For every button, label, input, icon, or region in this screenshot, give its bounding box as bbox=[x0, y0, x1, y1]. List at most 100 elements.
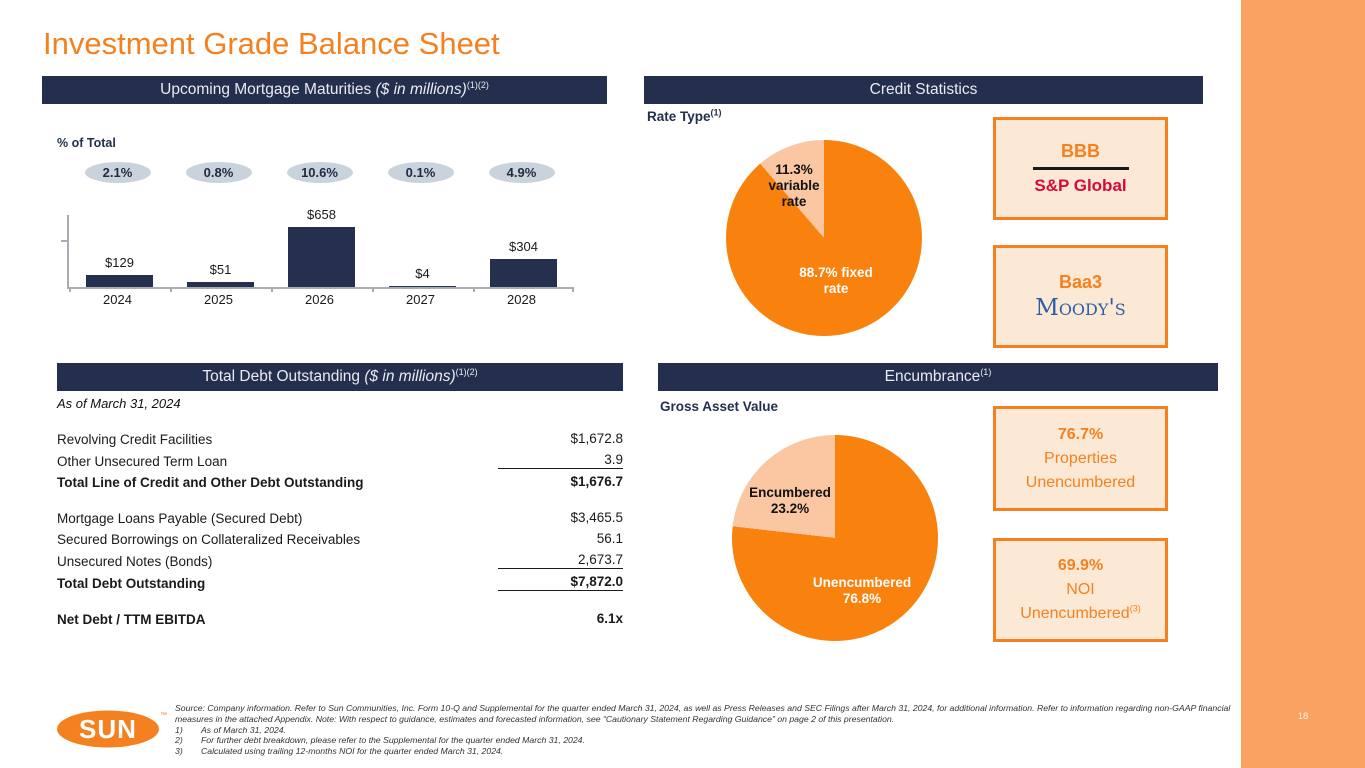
debt-row-label: Total Debt Outstanding bbox=[57, 575, 206, 591]
sp-global-logo: S&P Global bbox=[1034, 175, 1127, 195]
debt-row-value: 3.9 bbox=[498, 452, 623, 469]
maturity-bar bbox=[288, 227, 355, 287]
footnote-number: 2) bbox=[175, 735, 183, 746]
debt-table-row: Total Line of Credit and Other Debt Outs… bbox=[57, 471, 623, 492]
x-axis-tick bbox=[271, 287, 273, 292]
x-axis-tick bbox=[473, 287, 475, 292]
x-axis-year-label: 2025 bbox=[204, 292, 233, 307]
footnote-item: 3) Calculated using trailing 12-months NO… bbox=[175, 746, 1233, 757]
rate-type-label: Rate Type(1) bbox=[647, 107, 722, 124]
encumbrance-pie-chart: Encumbered 23.2% Unencumbered 76.8% bbox=[732, 435, 938, 641]
properties-unencumbered-line2: Properties bbox=[1044, 449, 1117, 467]
footnote-number: 3) bbox=[175, 746, 183, 757]
maturity-bar bbox=[86, 275, 153, 287]
pie-label-encumbered: Encumbered 23.2% bbox=[749, 485, 831, 516]
debt-table-row: Other Unsecured Term Loan 3.9 bbox=[57, 449, 623, 471]
debt-row-label: Net Debt / TTM EBITDA bbox=[57, 611, 206, 627]
page-number: 18 bbox=[1297, 711, 1309, 722]
debt-row-value: 56.1 bbox=[596, 530, 623, 546]
noi-unencumbered-line3: Unencumbered(3) bbox=[1020, 603, 1141, 622]
debt-row-value: 2,673.7 bbox=[498, 552, 623, 569]
debt-table-row: Net Debt / TTM EBITDA 6.1x bbox=[57, 608, 623, 629]
sp-divider-line bbox=[1032, 167, 1129, 170]
moodys-rating-box: Baa3 Moody's bbox=[993, 245, 1168, 348]
debt-table-row: Mortgage Loans Payable (Secured Debt) $3,… bbox=[57, 507, 623, 528]
encumbrance-footnote-marker: (1) bbox=[980, 366, 992, 377]
x-axis-year-label: 2028 bbox=[507, 292, 536, 307]
encumbrance-panel-header: Encumbrance(1) bbox=[658, 363, 1218, 391]
rate-type-pie-chart: 11.3% variable rate 88.7% fixed rate bbox=[726, 140, 922, 336]
pie-label-variable-rate: 11.3% variable rate bbox=[768, 162, 820, 209]
bar-value-label: $129 bbox=[105, 255, 134, 270]
pct-of-total-badge: 0.1% bbox=[387, 161, 454, 183]
as-of-date: As of March 31, 2024 bbox=[57, 396, 181, 411]
debt-row-label: Total Line of Credit and Other Debt Outs… bbox=[57, 474, 364, 490]
credit-statistics-panel-header: Credit Statistics bbox=[644, 76, 1203, 104]
x-axis-tick bbox=[69, 287, 71, 292]
x-axis-tick bbox=[572, 287, 574, 292]
debt-row-label: Other Unsecured Term Loan bbox=[57, 453, 228, 469]
pie-label-unencumbered: Unencumbered 76.8% bbox=[812, 575, 912, 606]
sidebar-accent-strip: 18 bbox=[1241, 0, 1365, 768]
debt-table-row: Revolving Credit Facilities $1,672.8 bbox=[57, 428, 623, 449]
debt-table-row: Secured Borrowings on Collateralized Rec… bbox=[57, 528, 623, 549]
debt-row-value: $3,465.5 bbox=[570, 509, 623, 525]
footnote-item: 1) As of March 31, 2024. bbox=[175, 725, 1233, 736]
properties-unencumbered-line3: Unencumbered bbox=[1025, 473, 1136, 491]
pie-label-fixed-rate: 88.7% fixed rate bbox=[799, 265, 873, 296]
encumbrance-title: Encumbrance bbox=[884, 368, 981, 385]
total-debt-unit: ($ in millions) bbox=[360, 368, 456, 385]
maturities-panel-header: Upcoming Mortgage Maturities ($ in milli… bbox=[42, 76, 607, 104]
x-axis-tick bbox=[372, 287, 374, 292]
debt-row-label: Secured Borrowings on Collateralized Rec… bbox=[57, 531, 361, 547]
noi-unencumbered-line2: NOI bbox=[1066, 581, 1095, 598]
pct-of-total-badge: 2.1% bbox=[84, 161, 151, 183]
bar-value-label: $658 bbox=[307, 207, 336, 222]
moodys-rating-value: Baa3 bbox=[1058, 272, 1103, 292]
maturity-bar bbox=[187, 282, 254, 287]
debt-row-label: Mortgage Loans Payable (Secured Debt) bbox=[57, 510, 303, 526]
total-debt-footnote-marker: (1)(2) bbox=[455, 366, 478, 377]
x-axis-year-label: 2024 bbox=[103, 292, 132, 307]
footnote-text: Calculated using trailing 12-months NOI … bbox=[201, 746, 504, 757]
debt-table-row: Unsecured Notes (Bonds) 2,673.7 bbox=[57, 549, 623, 571]
total-debt-table: Revolving Credit Facilities $1,672.8 Other… bbox=[57, 428, 623, 629]
rate-type-footnote-marker: (1) bbox=[710, 107, 722, 118]
properties-unencumbered-value: 76.7% bbox=[1057, 425, 1104, 443]
maturities-footnote-marker: (1)(2) bbox=[466, 79, 489, 90]
bar-value-label: $304 bbox=[509, 239, 538, 254]
source-text: Source: Company information. Refer to Su… bbox=[175, 703, 1231, 724]
x-axis-year-label: 2026 bbox=[305, 292, 334, 307]
bar-chart-axis-note: % of Total bbox=[57, 136, 116, 150]
noi-footnote-marker: (3) bbox=[1129, 603, 1141, 614]
pct-of-total-badge: 4.9% bbox=[488, 161, 555, 183]
maturity-bar bbox=[490, 259, 557, 287]
debt-row-value: 6.1x bbox=[596, 610, 623, 626]
total-debt-panel-header: Total Debt Outstanding ($ in millions)(1… bbox=[57, 363, 623, 391]
x-axis-year-label: 2027 bbox=[406, 292, 435, 307]
sp-rating-value: BBB bbox=[1061, 141, 1100, 162]
debt-row-value: $7,872.0 bbox=[498, 574, 623, 591]
footnote-list: 1) As of March 31, 2024. 2) For further deb… bbox=[175, 725, 1233, 757]
bar-chart-year-labels: 2024 2025 2026 2027 2028 bbox=[67, 292, 572, 307]
credit-statistics-title: Credit Statistics bbox=[869, 81, 978, 98]
sp-rating-box: BBB S&P Global bbox=[993, 117, 1168, 220]
footer-notes-block: Source: Company information. Refer to Su… bbox=[175, 703, 1233, 757]
noi-unencumbered-value: 69.9% bbox=[1057, 557, 1104, 574]
debt-row-value: $1,672.8 bbox=[570, 430, 623, 446]
sun-communities-logo: SUN ™ bbox=[57, 709, 169, 754]
footnote-text: For further debt breakdown, please refer… bbox=[201, 735, 585, 746]
pct-of-total-badge: 0.8% bbox=[185, 161, 252, 183]
maturities-unit: ($ in millions) bbox=[371, 81, 467, 98]
debt-row-label: Unsecured Notes (Bonds) bbox=[57, 553, 213, 569]
y-axis-tick bbox=[61, 240, 69, 242]
properties-unencumbered-stat-box: 76.7% Properties Unencumbered bbox=[993, 406, 1168, 511]
debt-table-row: Total Debt Outstanding $7,872.0 bbox=[57, 571, 623, 593]
debt-row-value: $1,676.7 bbox=[570, 473, 623, 489]
bar-value-label: $51 bbox=[209, 262, 232, 277]
footnote-item: 2) For further debt breakdown, please ref… bbox=[175, 735, 1233, 746]
maturities-title: Upcoming Mortgage Maturities bbox=[160, 81, 372, 98]
debt-row-label: Revolving Credit Facilities bbox=[57, 431, 213, 447]
pct-of-total-badge: 10.6% bbox=[286, 161, 353, 183]
footnote-number: 1) bbox=[175, 724, 183, 735]
